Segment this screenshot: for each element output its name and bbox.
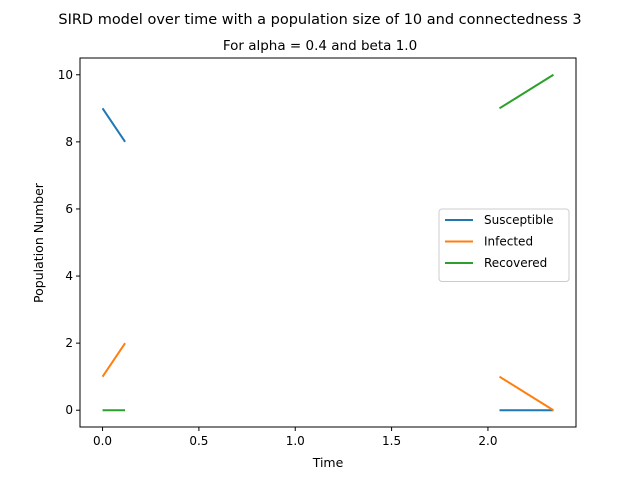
line-infected-segment-1 (101, 342, 126, 378)
y-axis-label: Population Number (31, 182, 46, 303)
x-axis-ticks: 0.0 0.5 1.0 1.5 2.0 (93, 427, 497, 448)
line-recovered-segment-2 (498, 73, 554, 110)
x-axis-label: Time (312, 455, 344, 470)
x-tick-label: 0.0 (93, 434, 112, 448)
chart-subtitle: For alpha = 0.4 and beta 1.0 (223, 38, 417, 54)
x-tick-label: 2.0 (478, 434, 497, 448)
chart-title: SIRD model over time with a population s… (58, 12, 581, 28)
legend-label-susceptible: Susceptible (484, 213, 553, 227)
series-lines (101, 73, 554, 412)
y-tick-label: 6 (65, 202, 73, 216)
line-infected-segment-2 (498, 375, 554, 412)
y-tick-label: 4 (65, 269, 73, 283)
legend-label-recovered: Recovered (484, 256, 547, 270)
x-tick-label: 1.5 (382, 434, 401, 448)
y-tick-label: 8 (65, 135, 73, 149)
y-tick-label: 10 (58, 68, 73, 82)
y-tick-label: 0 (65, 403, 73, 417)
axes (79, 57, 577, 428)
legend: Susceptible Infected Recovered (438, 208, 570, 282)
line-susceptible-segment-1 (101, 107, 126, 143)
y-tick-label: 2 (65, 336, 73, 350)
legend-label-infected: Infected (484, 235, 533, 249)
plot-frame (79, 57, 577, 428)
x-tick-label: 1.0 (286, 434, 305, 448)
x-tick-label: 0.5 (189, 434, 208, 448)
y-axis-ticks: 0 2 4 6 8 10 (58, 68, 80, 417)
